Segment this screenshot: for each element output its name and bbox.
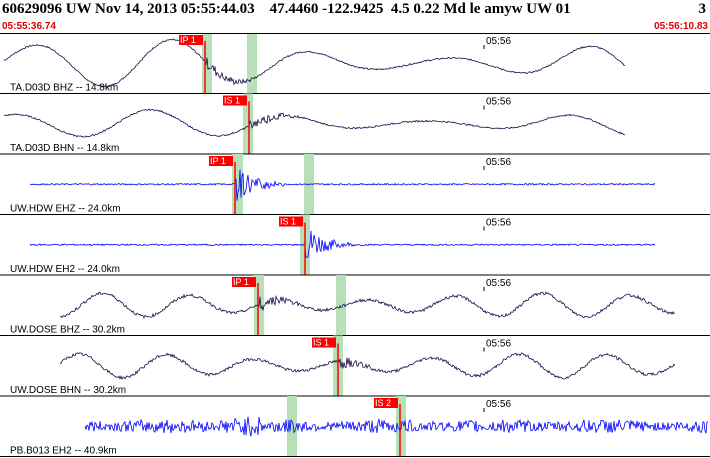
phase-window	[336, 275, 346, 336]
pick-flag[interactable]: IP 1	[179, 35, 203, 45]
pick-flag[interactable]: IS 1	[279, 216, 303, 227]
pick-flag[interactable]: IS 1	[312, 337, 336, 348]
trace-panel[interactable]: IP 1 05:56 TA.D03D BHZ -- 14.8km	[0, 33, 710, 94]
trace-label: UW.DOSE BHZ -- 30.2km	[10, 325, 125, 336]
pick-flag[interactable]: IP 1	[232, 277, 256, 287]
pick-label: IS 1	[224, 96, 240, 106]
pick-label: IP 1	[233, 277, 249, 287]
start-time: 05:55:36.74	[2, 21, 56, 32]
phase-window	[243, 93, 253, 154]
pick-label: IS 1	[280, 217, 296, 227]
trace-label: PB.B013 EH2 -- 40.9km	[10, 446, 117, 457]
phase-window	[304, 154, 314, 215]
pick-flag[interactable]: IS 2	[374, 398, 398, 408]
pick-label: IP 1	[180, 35, 196, 45]
time-mark: 05:56	[486, 157, 511, 168]
pick-label: IP 1	[210, 156, 226, 166]
event-title: 60629096 UW Nov 14, 2013 05:55:44.03 47.…	[2, 1, 571, 17]
time-mark: 05:56	[486, 399, 511, 410]
waveform	[29, 169, 656, 201]
pick-flag[interactable]: IS 1	[223, 95, 247, 106]
trace-label: TA.D03D BHN -- 14.8km	[10, 143, 119, 154]
waveform	[84, 416, 709, 437]
pick-label: IS 2	[375, 398, 391, 408]
time-mark: 05:56	[486, 278, 511, 289]
waveform	[3, 38, 626, 88]
time-mark: 05:56	[486, 36, 511, 47]
trace-panel[interactable]: IS 1 05:56 UW.DOSE BHN -- 30.2km	[0, 335, 710, 397]
trace-panel[interactable]: IS 2 05:56 PB.B013 EH2 -- 40.9km	[0, 396, 710, 457]
pick-label: IS 1	[313, 338, 329, 348]
trace-label: UW.HDW EHZ -- 24.0km	[10, 204, 121, 215]
phase-window	[247, 33, 257, 94]
end-time: 05:56:10.83	[654, 21, 708, 32]
trace-panel[interactable]: IP 1 05:56 UW.DOSE BHZ -- 30.2km	[0, 275, 710, 336]
trace-label: UW.HDW EH2 -- 24.0km	[10, 264, 120, 275]
page-number: 3	[698, 1, 707, 17]
pick-flag[interactable]: IP 1	[209, 156, 233, 166]
waveform	[59, 352, 676, 380]
phase-window	[232, 154, 243, 215]
trace-panel[interactable]: IS 1 05:56 UW.HDW EH2 -- 24.0km	[0, 214, 710, 276]
waveform	[3, 108, 626, 138]
seismogram-panel[interactable]: IP 1 05:56 TA.D03D BHZ -- 14.8km IS 1 05:56 T…	[0, 33, 710, 458]
time-mark: 05:56	[486, 97, 511, 108]
time-mark: 05:56	[486, 218, 511, 229]
waveform	[59, 291, 676, 320]
phase-window	[287, 396, 297, 457]
trace-panel[interactable]: IS 1 05:56 TA.D03D BHN -- 14.8km	[0, 93, 710, 155]
trace-label: UW.DOSE BHN -- 30.2km	[10, 385, 126, 396]
trace-label: TA.D03D BHZ -- 14.8km	[10, 83, 118, 94]
waveform	[29, 230, 656, 258]
trace-panel[interactable]: IP 1 05:56 UW.HDW EHZ -- 24.0km	[0, 154, 710, 215]
time-mark: 05:56	[486, 339, 511, 350]
phase-window	[202, 33, 212, 94]
event-header: 60629096 UW Nov 14, 2013 05:55:44.03 47.…	[0, 0, 710, 32]
